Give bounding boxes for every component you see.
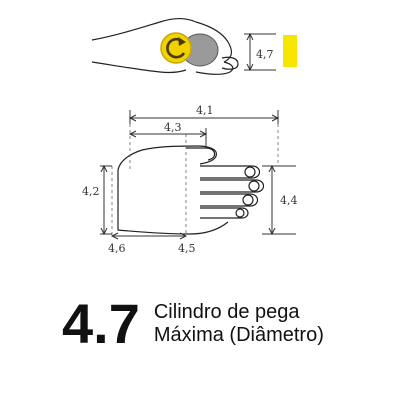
top-view-dimension xyxy=(244,32,276,72)
caption-description: Cilindro de pega Máxima (Diâmetro) xyxy=(154,301,324,347)
dim-base-left: 4,6 xyxy=(108,242,126,255)
dim-inner-width: 4,3 xyxy=(164,121,182,134)
dim-line-inner-width xyxy=(128,128,208,146)
guide-lines xyxy=(111,118,279,236)
dim-base-right: 4,5 xyxy=(178,242,196,255)
dim-right-height: 4,4 xyxy=(280,194,298,207)
dim-left-height: 4,2 xyxy=(82,185,100,198)
dim-line-outer-width xyxy=(128,110,280,124)
palm-illustration xyxy=(117,145,265,235)
dim-line-right-height xyxy=(262,164,296,236)
dim-line-left-height xyxy=(100,164,112,236)
caption-line-2: Máxima (Diâmetro) xyxy=(153,324,324,346)
dim-line-base xyxy=(110,232,188,240)
dim-top-view: 4,7 xyxy=(256,48,274,61)
caption-number: 4.7 xyxy=(62,292,140,355)
dim-outer-width: 4,1 xyxy=(196,104,214,117)
caption: 4.7 Cilindro de pega Máxima (Diâmetro) xyxy=(62,296,324,352)
yellow-marker xyxy=(283,35,297,67)
caption-line-1: Cilindro de pega xyxy=(153,301,300,323)
hand-measurement-diagram: 4,7 4,1 4,3 xyxy=(82,18,298,255)
rotate-arrow-icon xyxy=(160,32,192,64)
